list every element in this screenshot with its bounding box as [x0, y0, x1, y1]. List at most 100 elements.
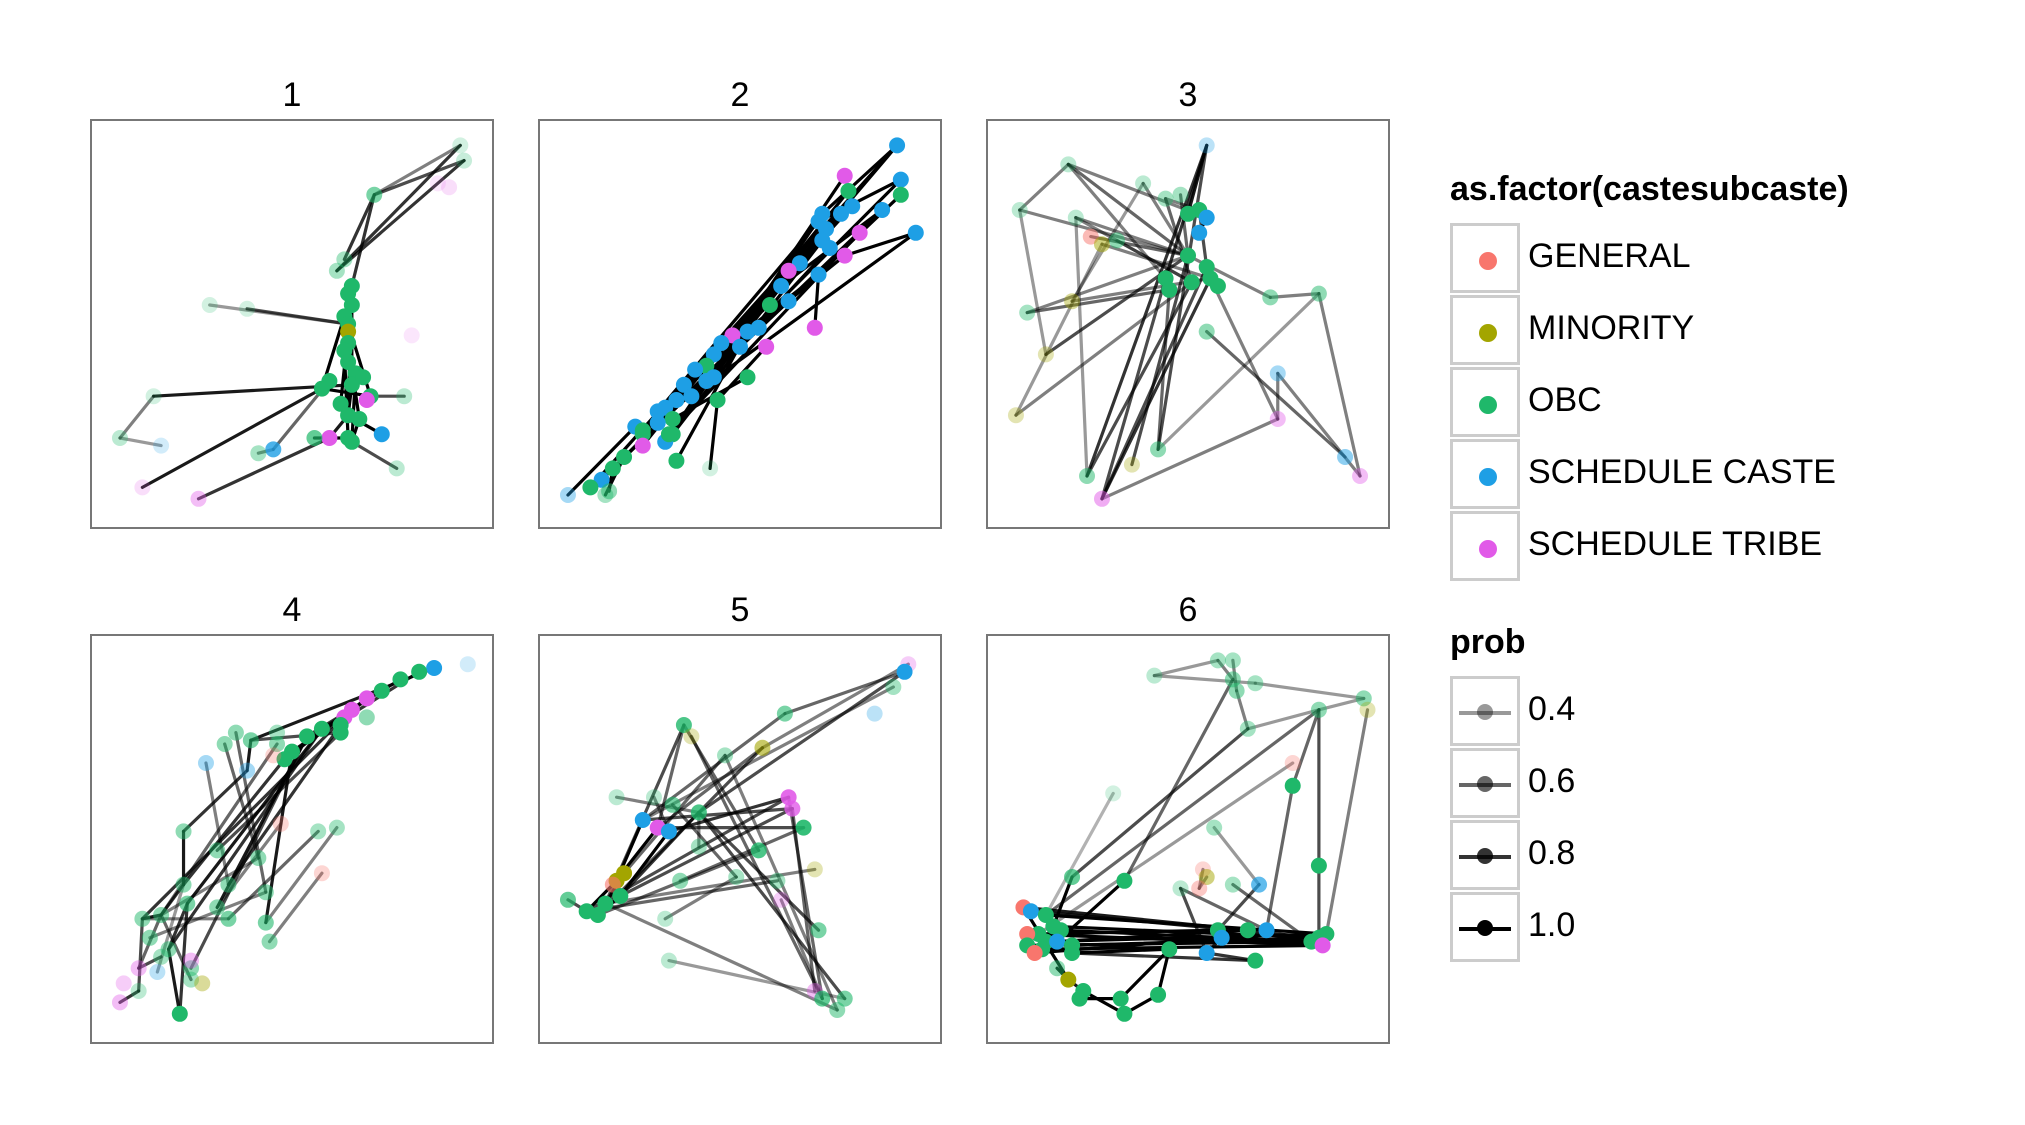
edge	[155, 882, 186, 974]
node	[134, 910, 151, 927]
node	[153, 948, 170, 965]
panel-frame	[986, 634, 1390, 1044]
key-label: SCHEDULE TRIBE	[1528, 525, 1823, 563]
node	[758, 338, 775, 355]
node	[1108, 232, 1125, 249]
node	[1049, 960, 1066, 977]
edge	[697, 810, 821, 932]
edge	[335, 143, 462, 273]
node	[702, 460, 719, 477]
node	[373, 682, 390, 699]
node	[1247, 675, 1264, 692]
node	[1258, 922, 1275, 939]
edge	[118, 989, 141, 1005]
edge	[1025, 288, 1171, 315]
edge	[1268, 292, 1321, 299]
panel-frame	[90, 119, 494, 529]
node	[829, 1002, 846, 1018]
node	[750, 842, 767, 859]
node	[810, 266, 827, 283]
node	[660, 823, 677, 840]
node	[1198, 869, 1215, 885]
node	[1157, 190, 1174, 207]
panel-title: 6	[1179, 591, 1198, 629]
node	[1191, 224, 1208, 241]
node	[739, 323, 756, 340]
node	[459, 656, 476, 673]
panel-title: 5	[731, 591, 750, 629]
node	[1093, 236, 1110, 253]
node	[411, 663, 428, 680]
node	[806, 319, 823, 336]
edge	[708, 398, 720, 470]
panel-4: 4	[90, 591, 494, 1044]
nodes	[1007, 137, 1369, 507]
key-label: 0.6	[1528, 762, 1576, 800]
edge	[816, 178, 903, 223]
node	[392, 671, 409, 688]
edge	[1018, 208, 1048, 356]
key-label: 0.4	[1528, 690, 1576, 728]
edge	[166, 947, 182, 1016]
node	[313, 865, 330, 882]
node	[660, 952, 677, 969]
node	[1310, 285, 1327, 302]
node	[145, 388, 162, 405]
edge	[137, 917, 144, 993]
edge	[682, 723, 761, 853]
edge	[372, 159, 466, 197]
prob-legend: prob 0.4 0.6 0.8 1.0	[1450, 623, 2010, 964]
node	[840, 183, 857, 199]
panel-6: 6	[986, 591, 1390, 1044]
node	[343, 433, 360, 450]
node	[1019, 304, 1036, 321]
edge	[1205, 951, 1257, 963]
node	[582, 479, 599, 496]
edge	[1036, 761, 1295, 936]
node	[328, 262, 345, 279]
edge	[760, 662, 910, 750]
key-box	[1450, 892, 1520, 962]
node	[1284, 755, 1301, 771]
node	[761, 297, 778, 313]
node	[616, 449, 633, 465]
node	[1191, 880, 1208, 897]
caste-legend-keys: GENERAL MINORITY OBC SCHEDULE CASTE SCHEDULE…	[1450, 223, 2010, 583]
node	[1019, 926, 1036, 942]
edge	[656, 723, 686, 830]
edge	[1044, 708, 1321, 917]
node	[889, 137, 906, 154]
edge	[585, 879, 780, 913]
key-dot	[1479, 252, 1497, 270]
node	[1310, 857, 1327, 874]
prob-legend-title: prob	[1450, 623, 1526, 661]
node	[1172, 186, 1189, 203]
node	[310, 823, 327, 840]
key-box	[1450, 367, 1520, 437]
node	[705, 346, 722, 363]
node	[1209, 652, 1226, 669]
edge	[1264, 784, 1295, 932]
edge	[1208, 276, 1280, 421]
node	[351, 411, 368, 427]
node	[559, 487, 576, 503]
node	[257, 884, 274, 901]
node	[276, 751, 293, 768]
key-line	[1459, 711, 1511, 715]
key-label: GENERAL	[1528, 237, 1691, 275]
node	[1064, 293, 1081, 310]
node	[336, 251, 353, 268]
key-box	[1450, 223, 1520, 293]
key-box	[1450, 820, 1520, 890]
node	[1060, 156, 1077, 173]
panel-title: 4	[283, 591, 302, 629]
node	[340, 323, 357, 340]
node	[593, 471, 610, 488]
edge	[618, 810, 701, 898]
node	[1135, 175, 1152, 192]
node	[1198, 209, 1215, 226]
edge	[618, 806, 794, 898]
node	[227, 724, 244, 741]
node	[426, 660, 443, 676]
node	[1172, 880, 1189, 897]
